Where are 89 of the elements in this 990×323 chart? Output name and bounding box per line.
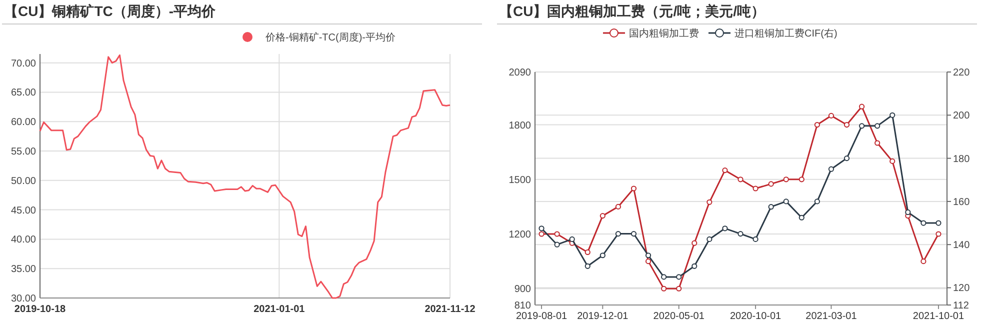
point: [645, 252, 652, 258]
y2-tick-label: 220: [953, 68, 970, 78]
point: [722, 226, 728, 232]
point: [814, 198, 820, 204]
y-tick-label: 30.00: [10, 294, 36, 304]
x-tick-label: 2019-10-18: [14, 304, 66, 315]
chart-title: 【CU】铜精矿TC（周度）-平均价: [4, 3, 217, 19]
y-tick-label: 1500: [508, 174, 532, 186]
x-tick-label: 2021-11-12: [424, 304, 476, 315]
y-tick-label: 50.00: [10, 176, 36, 187]
point: [615, 231, 621, 237]
y-tick-label: 40.00: [10, 234, 36, 246]
point: [783, 176, 789, 182]
point: [936, 220, 942, 226]
x-tick-label: 2020-10-01: [730, 311, 782, 322]
y-tick-label: 60.00: [10, 117, 36, 128]
y-tick-label: 45.00: [10, 205, 36, 216]
point: [920, 220, 926, 226]
x-tick-label: 2019-12-01: [577, 311, 629, 322]
point: [661, 286, 667, 292]
x-tick-label: 2021-03-01: [806, 311, 858, 322]
y-tick-label: 65.00: [10, 88, 36, 99]
y2-tick-label: 140: [953, 240, 970, 252]
x-tick-label: 2021-10-01: [912, 311, 964, 322]
point: [630, 231, 637, 237]
point: [936, 231, 942, 237]
x-tick-label: 2020-05-01: [653, 311, 705, 322]
y2-tick-label: 120: [953, 283, 970, 294]
point: [752, 186, 758, 192]
point: [798, 214, 804, 220]
y-tick-label: 1200: [508, 230, 532, 241]
y-tick-label: 70.00: [10, 58, 36, 70]
point: [538, 231, 544, 237]
y-tick-label: 810: [514, 300, 532, 312]
y-tick-label: 35.00: [10, 264, 36, 276]
y-tick-label: 900: [514, 284, 532, 296]
point: [890, 112, 896, 118]
point: [706, 199, 712, 205]
point: [890, 158, 896, 164]
point: [858, 123, 865, 129]
point: [600, 213, 606, 219]
point: [692, 240, 698, 246]
point: [554, 242, 560, 248]
legend-label: 国内粗铜加工费: [629, 28, 699, 40]
point: [661, 274, 667, 280]
point: [752, 236, 758, 242]
point: [645, 258, 652, 264]
y-tick-label: 1800: [508, 120, 532, 132]
chart-title: 【CU】国内粗铜加工费（元/吨；美元/吨）: [499, 3, 765, 19]
point: [615, 204, 621, 210]
point: [768, 181, 774, 187]
point: [874, 123, 880, 129]
point: [722, 167, 728, 174]
point: [874, 140, 880, 146]
y2-tick-label: 112: [953, 300, 970, 312]
y-tick-label: 55.00: [10, 146, 36, 158]
point: [905, 209, 911, 216]
point: [920, 258, 926, 264]
point: [676, 274, 682, 280]
y-tick-label: 2090: [508, 68, 532, 78]
point: [630, 186, 637, 192]
point: [814, 122, 820, 128]
point: [600, 252, 606, 258]
point: [844, 155, 850, 162]
legend-label: 进口粗铜加工费CIF(右): [734, 28, 838, 40]
legend-label: 价格-铜精矿-TC(周度)-平均价: [264, 32, 396, 44]
point: [858, 104, 865, 110]
point: [692, 263, 698, 269]
x-tick-label: 2021-01-01: [254, 304, 306, 315]
point: [828, 112, 834, 118]
point: [706, 236, 712, 242]
point: [738, 176, 744, 182]
point: [798, 176, 804, 182]
y2-tick-label: 160: [953, 196, 970, 208]
point: [538, 226, 544, 232]
point: [676, 286, 682, 292]
point: [584, 249, 590, 256]
point: [783, 198, 789, 204]
point: [768, 204, 774, 210]
point: [584, 263, 590, 269]
y2-tick-label: 180: [953, 154, 970, 165]
x-tick-label: 2019-08-01: [516, 311, 568, 322]
y2-tick-label: 200: [953, 110, 970, 122]
point: [554, 231, 560, 237]
point: [828, 166, 834, 172]
point: [844, 122, 850, 128]
line-series: [39, 54, 451, 299]
point: [738, 231, 744, 237]
point: [569, 236, 575, 242]
